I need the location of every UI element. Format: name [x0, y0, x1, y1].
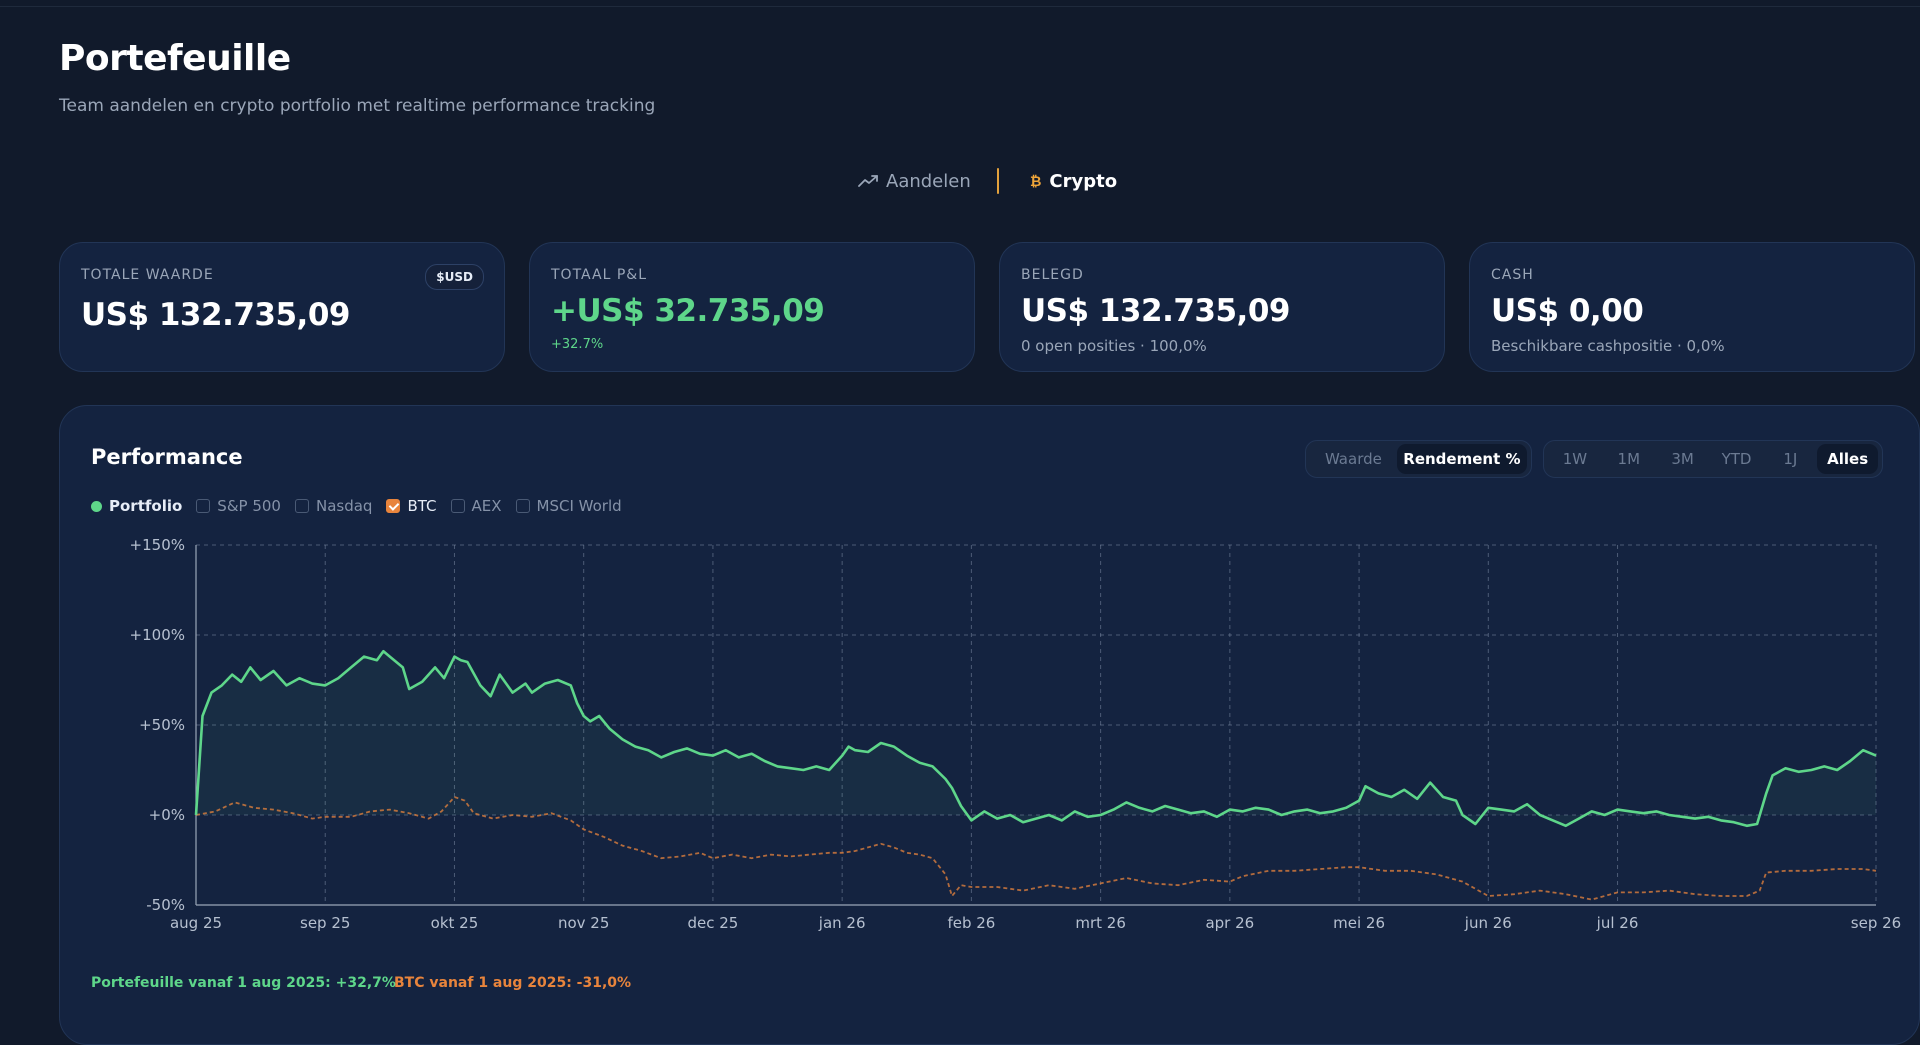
legend-dot	[91, 500, 102, 512]
top-divider	[0, 6, 1920, 7]
card-label: BELEGD	[1021, 267, 1084, 283]
legend-checkbox[interactable]	[294, 499, 309, 513]
legend-msci-world[interactable]: MSCI World	[515, 497, 622, 515]
page-title: Portefeuille	[59, 38, 291, 79]
card-value: +US$ 32.735,09	[551, 293, 825, 329]
mode-rendement-button[interactable]: Rendement %	[1396, 444, 1527, 474]
tab-aandelen-label: Aandelen	[886, 170, 971, 192]
range-toggle: 1W 1M 3M YTD 1J Alles	[1543, 440, 1883, 478]
legend-checkbox[interactable]	[196, 499, 211, 513]
legend-label: AEX	[471, 497, 502, 515]
legend-nasdaq[interactable]: Nasdaq	[294, 497, 373, 515]
chart-legend: Portfolio S&P 500 Nasdaq BTC AEX MSCI Wo…	[91, 496, 622, 516]
legend-sp500[interactable]: S&P 500	[196, 497, 281, 515]
card-cash: CASH US$ 0,00 Beschikbare cashpositie · …	[1469, 242, 1915, 372]
legend-checkbox-checked[interactable]	[386, 499, 401, 513]
tab-separator	[997, 168, 999, 194]
page-subtitle: Team aandelen en crypto portfolio met re…	[59, 96, 656, 116]
mode-toggle: Waarde Rendement %	[1305, 440, 1532, 478]
legend-label: Portfolio	[109, 497, 183, 515]
legend-btc[interactable]: BTC	[386, 497, 437, 515]
currency-badge[interactable]: $USD	[425, 264, 484, 290]
card-sub: +32.7%	[551, 337, 604, 352]
card-value: US$ 0,00	[1491, 293, 1644, 329]
card-totale-waarde: TOTALE WAARDE US$ 132.735,09 $USD	[59, 242, 505, 372]
range-alles-button[interactable]: Alles	[1817, 444, 1879, 474]
performance-title: Performance	[91, 445, 243, 469]
footer-btc-return: BTC vanaf 1 aug 2025: -31,0%	[394, 975, 632, 991]
tab-crypto[interactable]: ₿ Crypto	[1030, 166, 1117, 196]
legend-checkbox[interactable]	[450, 499, 465, 513]
asset-tabs: Aandelen ₿ Crypto	[0, 166, 1920, 196]
bitcoin-icon: ₿	[1030, 173, 1042, 190]
card-sub: Beschikbare cashpositie · 0,0%	[1491, 337, 1725, 355]
legend-aex[interactable]: AEX	[450, 497, 502, 515]
range-1w-button[interactable]: 1W	[1562, 450, 1588, 468]
mode-waarde-button[interactable]: Waarde	[1324, 450, 1382, 468]
card-value: US$ 132.735,09	[81, 297, 350, 333]
legend-label: BTC	[407, 497, 437, 515]
legend-portfolio[interactable]: Portfolio	[91, 497, 182, 515]
card-totaal-pl: TOTAAL P&L +US$ 32.735,09 +32.7%	[529, 242, 975, 372]
footer-portfolio-return: Portefeuille vanaf 1 aug 2025: +32,7%	[91, 975, 396, 991]
card-value: US$ 132.735,09	[1021, 293, 1290, 329]
range-1j-button[interactable]: 1J	[1783, 450, 1798, 468]
tab-crypto-label: Crypto	[1049, 170, 1118, 192]
tab-aandelen[interactable]: Aandelen	[858, 166, 971, 196]
trend-line-icon	[858, 175, 878, 187]
range-3m-button[interactable]: 3M	[1671, 450, 1694, 468]
card-label: TOTAAL P&L	[551, 267, 647, 283]
card-label: TOTALE WAARDE	[81, 267, 214, 283]
legend-label: Nasdaq	[315, 497, 373, 515]
card-belegd: BELEGD US$ 132.735,09 0 open posities · …	[999, 242, 1445, 372]
legend-label: S&P 500	[217, 497, 281, 515]
card-label: CASH	[1491, 267, 1534, 283]
legend-label: MSCI World	[536, 497, 622, 515]
range-ytd-button[interactable]: YTD	[1721, 450, 1752, 468]
card-sub: 0 open posities · 100,0%	[1021, 337, 1207, 355]
range-1m-button[interactable]: 1M	[1617, 450, 1641, 468]
legend-checkbox[interactable]	[515, 499, 530, 513]
